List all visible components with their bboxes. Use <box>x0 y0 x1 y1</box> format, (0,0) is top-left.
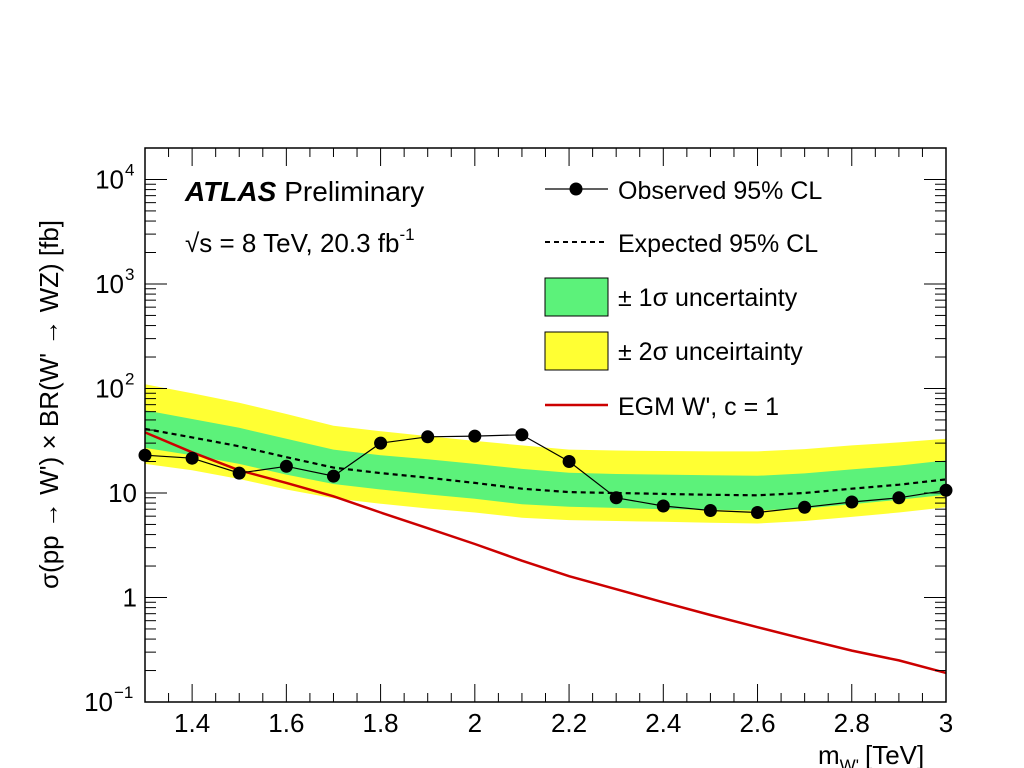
experiment-name: ATLAS <box>184 176 277 207</box>
observed-point <box>703 504 717 517</box>
legend-band1-swatch <box>544 277 609 317</box>
y-tick-label: 10 <box>84 687 113 717</box>
y-tick-exponent: 4 <box>125 160 134 179</box>
x-tick-label: 1.4 <box>174 708 210 738</box>
expected-line <box>144 427 947 497</box>
x-tick-label: 2.4 <box>645 708 681 738</box>
x-tick-label: 2.8 <box>834 708 870 738</box>
energy-label-text: √s = 8 TeV, 20.3 fb <box>185 228 400 258</box>
observed-point <box>562 455 576 468</box>
energy-label-sup: -1 <box>400 225 415 244</box>
observed-points <box>138 428 953 519</box>
x-tick-label: 1.6 <box>268 708 304 738</box>
x-axis-label-unit: [TeV] <box>865 740 924 768</box>
legend: Observed 95% CL Expected 95% CL ± 1σ unc… <box>544 177 822 421</box>
observed-point <box>609 491 623 505</box>
observed-point <box>421 430 435 444</box>
x-tick-label: 2.6 <box>739 708 775 738</box>
observed-point <box>892 491 906 505</box>
observed-point <box>798 500 812 514</box>
legend-expected-label: Expected 95% CL <box>618 230 818 258</box>
x-tick-label: 2 <box>468 708 482 738</box>
y-tick-exponent: 2 <box>125 369 134 388</box>
x-axis-label-main: m <box>818 740 840 768</box>
y-tick-label: 10 <box>95 269 124 299</box>
band-1sigma <box>145 410 946 511</box>
legend-band2-swatch <box>544 331 609 371</box>
y-tick-label: 10 <box>95 164 124 194</box>
legend-band1-label: ± 1σ uncertainty <box>618 284 798 312</box>
observed-point <box>327 469 340 483</box>
observed-point <box>845 495 859 509</box>
observed-point <box>232 466 246 480</box>
legend-theory-label: EGM W', c = 1 <box>618 393 779 421</box>
x-axis-label-sub: W' <box>840 756 859 768</box>
observed-line <box>144 434 947 514</box>
observed-point <box>374 436 388 450</box>
y-tick-label: 1 <box>123 582 137 612</box>
legend-observed-label: Observed 95% CL <box>618 177 822 205</box>
theory-line <box>144 431 947 675</box>
x-tick-label: 3 <box>939 708 953 738</box>
observed-point <box>468 429 482 443</box>
observed-point <box>185 451 199 465</box>
uncertainty-bands <box>145 384 946 524</box>
y-tick-exponent: −1 <box>114 683 133 702</box>
legend-band2-label: ± 2σ unceirtainty <box>618 338 803 366</box>
y-tick-label: 10 <box>108 478 137 508</box>
x-tick-label: 2.2 <box>551 708 587 738</box>
y-tick-label: 10 <box>95 373 124 403</box>
x-axis-label: mW' [TeV] <box>818 740 924 768</box>
legend-observed-marker <box>569 182 583 196</box>
experiment-tag: Preliminary <box>284 176 424 207</box>
y-axis-label: σ(pp → W') × BR(W' → WZ) [fb] <box>34 220 64 589</box>
observed-point <box>656 499 670 513</box>
observed-point <box>279 459 293 473</box>
y-tick-exponent: 3 <box>125 265 134 284</box>
observed-point <box>515 428 529 442</box>
experiment-header: ATLAS Preliminary <box>184 176 424 207</box>
x-tick-label: 1.8 <box>363 708 399 738</box>
observed-point <box>751 506 764 519</box>
energy-label: √s = 8 TeV, 20.3 fb-1 <box>185 225 415 258</box>
chart-lines <box>144 427 947 675</box>
